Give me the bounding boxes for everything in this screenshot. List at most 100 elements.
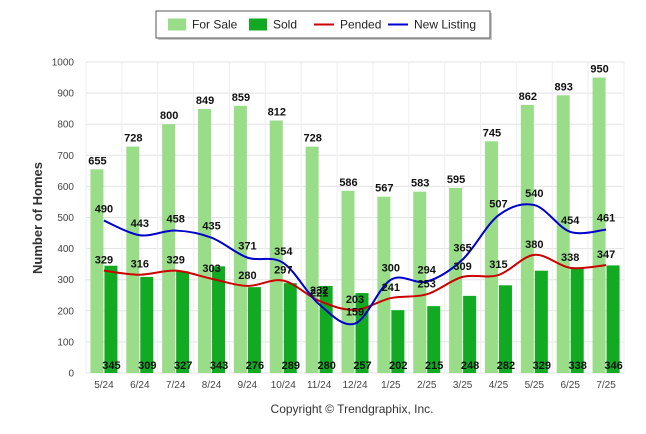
label-new-listing: 435 bbox=[202, 221, 220, 233]
label-new-listing: 354 bbox=[274, 246, 293, 258]
bar-sold bbox=[283, 283, 297, 373]
label-new-listing: 461 bbox=[597, 213, 615, 225]
label-pended: 315 bbox=[489, 259, 507, 271]
x-tick-label: 1/25 bbox=[381, 380, 401, 391]
label-sold: 248 bbox=[461, 360, 479, 372]
y-tick-label: 0 bbox=[68, 369, 74, 380]
label-new-listing: 365 bbox=[453, 242, 471, 254]
label-sold: 280 bbox=[317, 360, 335, 372]
y-tick-label: 100 bbox=[57, 337, 74, 348]
x-tick-label: 3/25 bbox=[453, 380, 473, 391]
label-for-sale: 655 bbox=[88, 155, 106, 167]
bar-for-sale bbox=[556, 95, 570, 373]
bar-for-sale bbox=[520, 104, 534, 373]
bar-for-sale bbox=[341, 190, 355, 373]
label-for-sale: 583 bbox=[411, 178, 429, 190]
label-new-listing: 458 bbox=[166, 214, 184, 226]
label-sold: 309 bbox=[138, 360, 156, 372]
label-for-sale: 812 bbox=[268, 106, 286, 118]
data-labels: 655 345 490 329 728 309 443 316 800 327 458 329 849 3… bbox=[88, 64, 622, 372]
y-axis-label: Number of Homes bbox=[30, 162, 45, 274]
label-for-sale: 586 bbox=[339, 177, 357, 189]
label-new-listing: 221 bbox=[310, 287, 328, 299]
bar-for-sale bbox=[592, 77, 606, 374]
y-tick-label: 1000 bbox=[52, 58, 75, 69]
y-axis-ticks: 0 100 200 300 400 500 600 700 800 900 1000 bbox=[52, 58, 75, 380]
label-sold: 345 bbox=[102, 360, 120, 372]
label-for-sale: 849 bbox=[196, 95, 214, 107]
line-new-listing bbox=[103, 203, 607, 326]
legend-label: New Listing bbox=[414, 18, 476, 32]
label-sold: 346 bbox=[604, 360, 622, 372]
label-new-listing: 507 bbox=[489, 198, 507, 210]
y-tick-label: 500 bbox=[57, 213, 74, 224]
bar-sold bbox=[463, 295, 477, 373]
bar-sold bbox=[606, 265, 620, 373]
label-pended: 347 bbox=[597, 249, 615, 261]
label-new-listing: 540 bbox=[525, 188, 543, 200]
y-tick-label: 200 bbox=[57, 306, 74, 317]
bar-for-sale bbox=[377, 196, 391, 373]
x-tick-label: 9/24 bbox=[238, 380, 258, 391]
bar-sold bbox=[176, 271, 190, 373]
legend: For Sale Sold Pended New Listing bbox=[155, 10, 492, 40]
bar-for-sale bbox=[198, 108, 212, 373]
x-tick-label: 10/24 bbox=[271, 380, 296, 391]
bar-for-sale bbox=[269, 120, 283, 373]
y-tick-label: 900 bbox=[57, 89, 74, 100]
bar-for-sale bbox=[305, 146, 319, 373]
label-sold: 329 bbox=[533, 360, 551, 372]
x-tick-label: 4/25 bbox=[489, 380, 509, 391]
label-pended: 316 bbox=[131, 259, 149, 271]
copyright-text: Copyright © Trendgraphix, Inc. bbox=[271, 402, 434, 416]
label-new-listing: 443 bbox=[131, 218, 149, 230]
bar-for-sale bbox=[126, 146, 140, 373]
label-for-sale: 800 bbox=[160, 110, 178, 122]
bar-sold bbox=[570, 267, 584, 373]
bar-sold bbox=[498, 285, 512, 373]
legend-label: For Sale bbox=[192, 18, 238, 32]
label-sold: 327 bbox=[174, 360, 192, 372]
label-for-sale: 893 bbox=[555, 81, 573, 93]
label-for-sale: 859 bbox=[232, 92, 250, 104]
label-for-sale: 567 bbox=[375, 183, 393, 195]
legend-swatch bbox=[249, 18, 267, 31]
label-pended: 297 bbox=[274, 265, 292, 277]
bars bbox=[90, 77, 620, 374]
label-sold: 215 bbox=[425, 360, 443, 372]
x-tick-label: 6/25 bbox=[560, 380, 580, 391]
label-new-listing: 159 bbox=[346, 307, 364, 319]
label-pended: 232 bbox=[310, 285, 328, 297]
label-pended: 241 bbox=[382, 282, 400, 294]
x-tick-label: 5/25 bbox=[525, 380, 545, 391]
label-new-listing: 490 bbox=[95, 204, 113, 216]
lines bbox=[103, 203, 607, 326]
label-pended: 309 bbox=[453, 261, 471, 273]
y-tick-label: 800 bbox=[57, 120, 74, 131]
label-new-listing: 294 bbox=[418, 265, 437, 277]
label-pended: 203 bbox=[346, 294, 364, 306]
label-sold: 257 bbox=[353, 360, 371, 372]
label-sold: 338 bbox=[569, 360, 587, 372]
label-new-listing: 454 bbox=[561, 215, 580, 227]
x-tick-label: 7/25 bbox=[596, 380, 616, 391]
label-for-sale: 728 bbox=[303, 133, 321, 145]
y-tick-label: 300 bbox=[57, 275, 74, 286]
bar-for-sale bbox=[233, 105, 247, 373]
x-tick-label: 2/25 bbox=[417, 380, 437, 391]
bar-sold bbox=[247, 287, 261, 373]
x-tick-label: 11/24 bbox=[307, 380, 332, 391]
label-for-sale: 728 bbox=[124, 133, 142, 145]
x-tick-label: 5/24 bbox=[94, 380, 114, 391]
label-pended: 380 bbox=[525, 239, 543, 251]
label-sold: 202 bbox=[389, 360, 407, 372]
label-new-listing: 300 bbox=[382, 263, 400, 275]
grid bbox=[85, 61, 625, 374]
label-for-sale: 950 bbox=[590, 64, 608, 76]
label-pended: 253 bbox=[418, 278, 436, 290]
x-tick-label: 7/24 bbox=[166, 380, 186, 391]
x-tick-label: 8/24 bbox=[202, 380, 222, 391]
label-sold: 282 bbox=[497, 360, 515, 372]
bar-sold bbox=[140, 276, 154, 373]
